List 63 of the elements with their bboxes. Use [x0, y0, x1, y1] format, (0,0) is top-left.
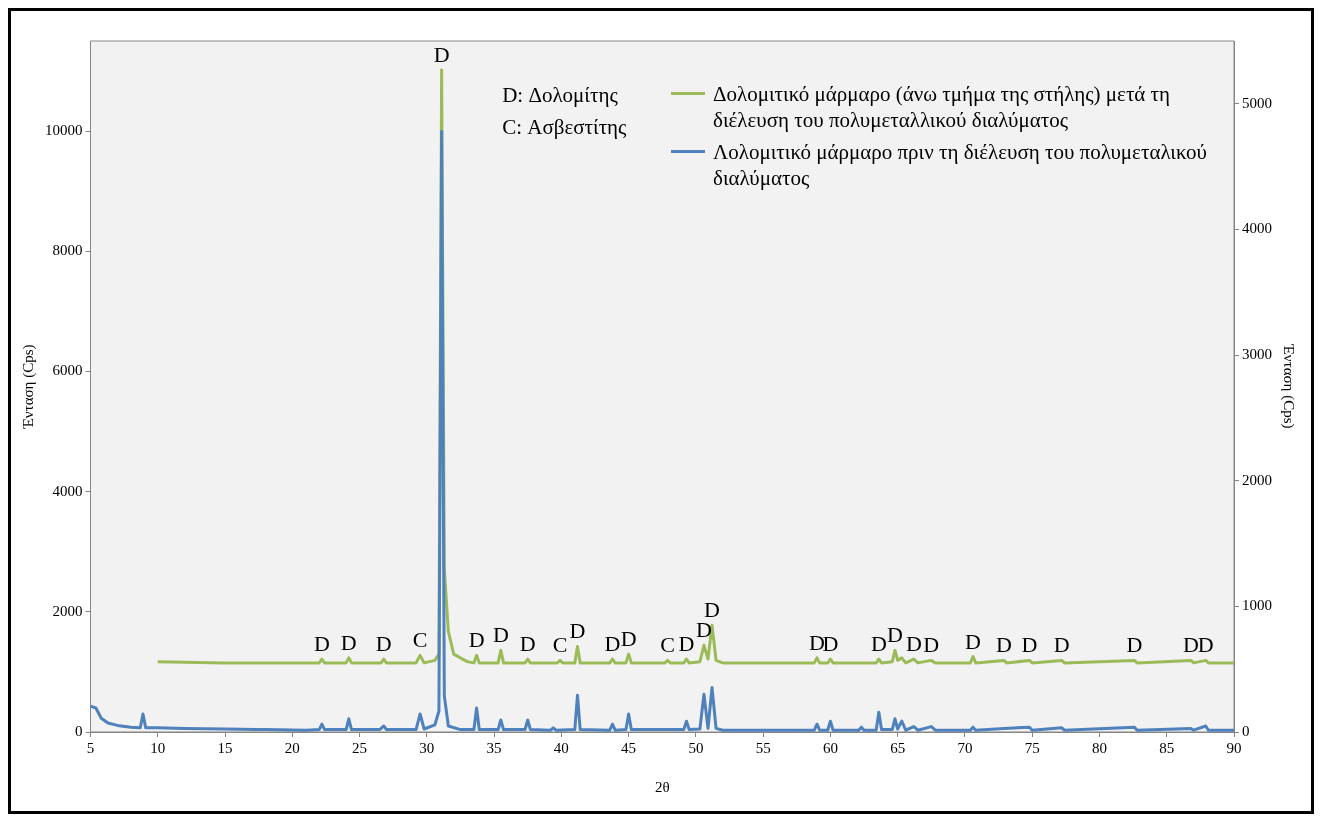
- annotation: D: [887, 622, 903, 648]
- y2-tick-label: 4000: [1242, 220, 1272, 237]
- annotation: D: [1126, 632, 1143, 658]
- y2-tick-label: 0: [1242, 722, 1250, 739]
- y2-tick-label: 2000: [1242, 471, 1272, 488]
- y-tick-label: 2000: [52, 602, 83, 619]
- legend-label: Λολομιτικό μάρμαρο πριν τη διέλευση του πολυμεταλικού διαλύματος: [713, 139, 1208, 191]
- x-tick-label: 5: [86, 739, 95, 756]
- x-tick-label: 60: [822, 739, 838, 756]
- x-tick-label: 50: [688, 739, 704, 756]
- x-tick-label: 75: [1024, 739, 1040, 756]
- annotation: C: [412, 626, 428, 652]
- y-tick-label: 8000: [52, 242, 83, 259]
- y2-tick-label: 3000: [1242, 346, 1272, 363]
- x-tick-label: 90: [1226, 739, 1242, 756]
- annotation: D: [1021, 632, 1038, 658]
- annotation: D: [375, 631, 392, 657]
- annotation: D: [569, 618, 586, 644]
- annotation: D: [340, 629, 357, 655]
- annotation: D: [313, 631, 330, 657]
- annotation: D: Δολομίτης: [502, 82, 619, 107]
- x-tick-label: 40: [553, 739, 569, 756]
- y-tick-label: 6000: [52, 362, 83, 379]
- annotation: D: [604, 631, 621, 657]
- annotation: D: [923, 632, 940, 658]
- x-tick-label: 20: [284, 739, 300, 756]
- annotation: D: [1053, 632, 1070, 658]
- annotation: C: [660, 632, 675, 658]
- y-axis-title: Ένταση (Cps): [19, 344, 37, 430]
- x-tick-label: 25: [352, 739, 368, 756]
- x-tick-label: 65: [890, 739, 906, 756]
- annotation: D: [678, 631, 695, 657]
- legend-label: Δολομιτικό μάρμαρο (άνω τμήμα της στήλης) μετά τη διέλευση του πολυμεταλλικού διαλύματος: [713, 81, 1171, 133]
- annotation: D: [468, 626, 485, 652]
- y-tick-label: 10000: [45, 122, 83, 139]
- x-tick-label: 80: [1091, 739, 1107, 756]
- x-tick-label: 45: [621, 739, 637, 756]
- annotation: D: [519, 631, 536, 657]
- x-tick-label: 30: [419, 739, 435, 756]
- annotation: C: Ασβεστίτης: [502, 114, 628, 139]
- x-tick-label: 10: [150, 739, 166, 756]
- annotation: D: [822, 631, 839, 657]
- x-tick-label: 15: [217, 739, 233, 756]
- annotation: D: [433, 41, 450, 67]
- annotation: C: [552, 632, 568, 658]
- annotation: D: [1183, 632, 1199, 658]
- annotation: D: [965, 628, 981, 654]
- y2-tick-label: 5000: [1242, 94, 1272, 111]
- annotation: D: [870, 631, 887, 657]
- x-tick-label: 85: [1159, 739, 1175, 756]
- x-axis-title: 2θ: [654, 778, 670, 795]
- y2-tick-label: 1000: [1242, 597, 1272, 614]
- x-tick-label: 55: [755, 739, 771, 756]
- y2-axis-title: Ένταση (Cps): [1280, 343, 1298, 429]
- annotation: D: [905, 631, 922, 657]
- x-tick-label: 35: [486, 739, 502, 756]
- y-tick-label: 0: [75, 722, 83, 739]
- annotation: D: [492, 622, 509, 648]
- annotation: D: [1197, 632, 1214, 658]
- x-tick-label: 70: [957, 739, 973, 756]
- annotation: D: [996, 632, 1012, 658]
- y-tick-label: 4000: [52, 482, 83, 499]
- annotation: D: [620, 625, 637, 651]
